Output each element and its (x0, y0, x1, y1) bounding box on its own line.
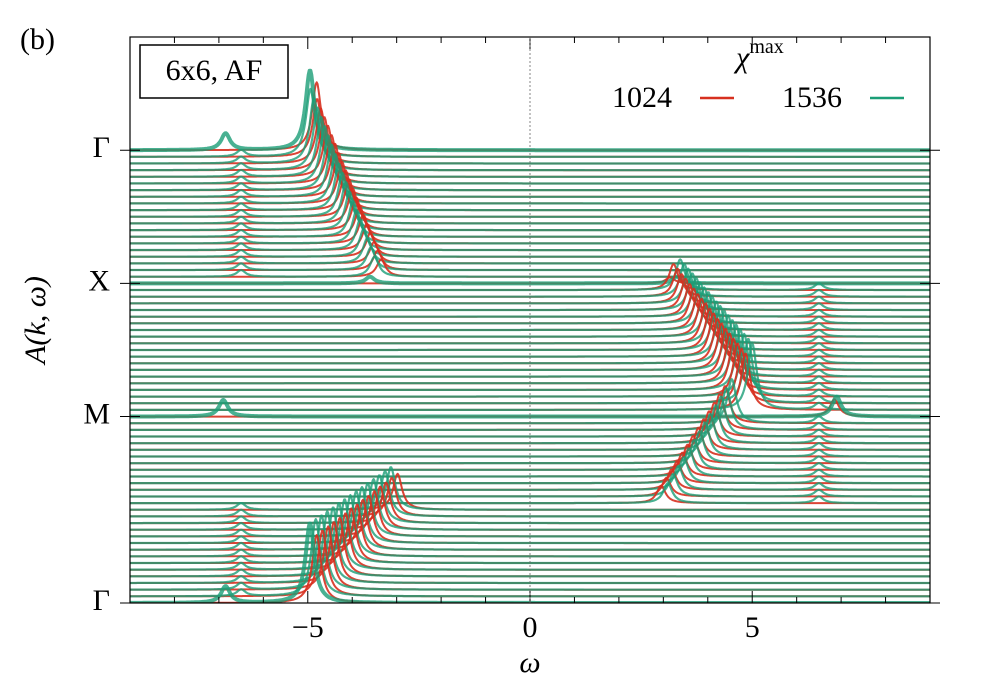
annotation-box (139, 44, 289, 99)
y-axis-label: A(k, ω) (19, 276, 52, 366)
spectrum-curve (130, 394, 930, 419)
spectrum-curve (130, 281, 930, 325)
spectrum-curve (130, 304, 930, 358)
spectrum-curve (130, 267, 930, 305)
y-tick-label: Γ (93, 584, 110, 617)
spectrum-curve (130, 378, 930, 425)
spectrum-curve (130, 263, 930, 298)
y-tick-label: X (88, 264, 110, 297)
spectrum-curve (130, 274, 930, 286)
x-tick-label: −5 (292, 611, 324, 644)
spectrum-curve (130, 319, 930, 378)
spectrum-curve (130, 447, 930, 478)
spectrum-curve (130, 430, 930, 465)
spectrum-curve (130, 470, 930, 518)
spectrum-curve (130, 171, 930, 218)
spectrum-curve (130, 460, 930, 485)
annotation: 6x6, AF (166, 54, 263, 87)
spectrum-curve (130, 293, 930, 331)
spectrum-curve (130, 125, 930, 185)
spectrum-curve (130, 482, 930, 505)
spectrum-curve (130, 332, 930, 398)
y-tick-label: M (83, 397, 110, 430)
spectrum-curve (130, 115, 930, 178)
spectrum-curve (130, 97, 930, 165)
spectrum-curve (130, 153, 930, 205)
spectrum-curve (130, 272, 930, 312)
spectrum-curve (130, 276, 930, 318)
spectrum-curve (130, 209, 930, 245)
spectrum-curve (130, 199, 930, 238)
spectrum-curve (130, 482, 930, 538)
spectrum-curve (130, 295, 930, 345)
spectrum-curve (130, 255, 930, 278)
legend-title: χmax (733, 36, 784, 74)
spectrum-curve (130, 456, 930, 485)
spectrum-curve (130, 473, 930, 498)
spectrum-curve (130, 237, 930, 265)
legend-title-symbol: χ (733, 41, 750, 74)
spectrum-curve (130, 393, 930, 431)
spectrum-curve (130, 227, 930, 258)
x-tick-label: 5 (745, 611, 760, 644)
legend-title-sup: max (749, 36, 783, 58)
y-tick-label: Γ (93, 131, 110, 164)
panel-label: (b) (20, 23, 55, 56)
spectrum-curve (130, 395, 930, 438)
x-tick-label: 0 (523, 611, 538, 644)
x-axis-label: ω (519, 646, 540, 679)
spectrum-curve (130, 494, 930, 558)
spectrum-curve (130, 506, 930, 578)
spectrum-curve (130, 323, 930, 385)
spectrum-curve (130, 143, 930, 198)
spectrum-curve (130, 472, 930, 511)
spectrum-curve (130, 412, 930, 451)
spectrum-curve (130, 421, 930, 458)
spectrum-curve (130, 87, 930, 158)
legend-label: 1536 (782, 81, 842, 114)
spectrum-curve (130, 338, 930, 405)
legend-label: 1024 (612, 81, 672, 114)
spectrum-curve (130, 309, 930, 365)
spectrum-curve (130, 181, 930, 225)
spectrum-curve (130, 291, 930, 338)
spectrum-curve (130, 404, 930, 445)
